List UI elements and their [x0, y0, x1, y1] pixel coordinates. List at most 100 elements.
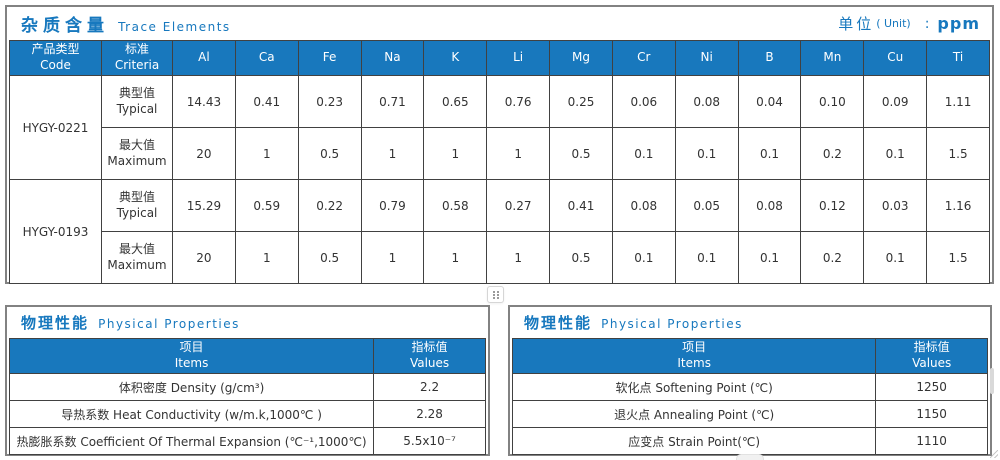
value-cell: 0.1	[863, 231, 928, 284]
value-cell: 0.2	[800, 127, 865, 180]
value-cell: 0.41	[234, 75, 299, 128]
right-edge-handle[interactable]	[990, 368, 994, 394]
table-row: 退火点 Annealing Point (℃) 1150	[511, 400, 988, 428]
value-cell: 0.09	[863, 75, 928, 128]
criteria-typical-en: Typical	[116, 205, 158, 220]
value-cell: 20	[172, 231, 236, 284]
column-header-items-zh: 项目	[179, 340, 204, 355]
value-cell: 0.65	[423, 75, 488, 128]
column-header-code-zh: 产品类型	[31, 42, 80, 57]
column-header-items: 项目 Items	[511, 338, 877, 374]
resize-grip-icon[interactable]	[990, 450, 998, 458]
value-cell: 0.76	[486, 75, 551, 128]
column-header-items-en: Items	[677, 356, 711, 370]
column-header-values-en: Values	[912, 356, 952, 370]
value-cell: 1.5	[926, 231, 990, 284]
table-row: 导热系数 Heat Conductivity (w/m.k,1000℃ ) 2.…	[8, 400, 486, 428]
table-row: 体积密度 Density (g/cm³) 2.2	[8, 373, 486, 401]
column-header-values: 指标值 Values	[373, 338, 486, 374]
criteria-maximum-en: Maximum	[107, 153, 167, 168]
physical-properties-table: 项目 Items 指标值 Values 软化点 Softening Point …	[511, 338, 988, 455]
section-title-zh: 物理性能	[524, 314, 593, 332]
value-cell: 1.11	[926, 75, 990, 128]
criteria-maximum-en: Maximum	[107, 257, 167, 272]
column-header-values-zh: 指标值	[913, 340, 950, 355]
criteria-typical-zh: 典型值	[118, 189, 155, 204]
value-cell: 1.16	[926, 179, 990, 232]
column-header-element: Ca	[234, 40, 299, 76]
unit-label: 单位 ( Unit) : ppm	[838, 13, 980, 34]
item-cell: 热膨胀系数 Coefficient Of Thermal Expansion (…	[8, 427, 375, 455]
value-cell: 2.2	[373, 373, 486, 401]
table-row: 应变点 Strain Point(℃) 1110	[511, 427, 988, 455]
value-cell: 0.03	[863, 179, 928, 232]
value-cell: 0.08	[611, 179, 676, 232]
unit-colon: :	[924, 15, 930, 32]
table-row: HYGY-0193 典型值 Typical 15.29 0.59 0.22 0.…	[9, 179, 990, 284]
column-header-items-en: Items	[174, 356, 209, 370]
value-cell: 0.27	[486, 179, 551, 232]
table-row: 软化点 Softening Point (℃) 1250	[511, 373, 988, 401]
column-header-element: Li	[486, 40, 551, 76]
value-cell: 1	[360, 231, 425, 284]
value-cell: 1150	[875, 400, 988, 428]
column-header-element: Mn	[800, 40, 865, 76]
value-cell: 0.1	[611, 231, 676, 284]
value-cell: 1	[423, 127, 488, 180]
value-cell: 1	[360, 127, 425, 180]
physical-properties-panel-right: 物理性能 Physical Properties 项目 Items 指标值 Va…	[508, 305, 992, 456]
column-header-values-en: Values	[409, 356, 450, 370]
trace-title-row: 杂质含量 Trace Elements 单位 ( Unit) : ppm	[7, 7, 992, 40]
column-header-element: Ni	[674, 40, 739, 76]
product-code-cell: HYGY-0221	[9, 75, 102, 180]
value-cell: 0.5	[297, 127, 362, 180]
table-header-row: 产品类型 Code 标准 Criteria Al Ca Fe Na K Li M…	[9, 40, 990, 76]
column-header-criteria: 标准 Criteria	[101, 40, 173, 76]
value-cell: 1.5	[926, 127, 990, 180]
section-title: 杂质含量 Trace Elements	[21, 11, 231, 36]
value-cell: 0.23	[297, 75, 362, 128]
column-header-items: 项目 Items	[8, 338, 375, 374]
value-cell: 2.28	[373, 400, 486, 428]
trace-elements-panel: 杂质含量 Trace Elements 单位 ( Unit) : ppm 产品类…	[5, 5, 994, 284]
value-cell: 0.12	[800, 179, 865, 232]
physical-properties-table: 项目 Items 指标值 Values 体积密度 Density (g/cm³)…	[8, 338, 486, 455]
value-cell: 0.79	[360, 179, 425, 232]
table-row: HYGY-0221 典型值 Typical 14.43 0.41 0.23 0.…	[9, 75, 990, 180]
value-cell: 0.22	[297, 179, 362, 232]
value-cell: 20	[172, 127, 236, 180]
value-cell: 0.1	[611, 127, 676, 180]
unit-zh: 单位	[838, 15, 875, 33]
physical-title-row: 物理性能 Physical Properties	[7, 307, 488, 338]
column-header-criteria-en: Criteria	[114, 58, 160, 72]
value-cell: 0.25	[549, 75, 613, 128]
table-row: 热膨胀系数 Coefficient Of Thermal Expansion (…	[8, 427, 486, 455]
value-cell: 0.1	[737, 231, 802, 284]
item-cell: 体积密度 Density (g/cm³)	[8, 373, 375, 401]
value-cell: 0.1	[737, 127, 802, 180]
value-cell: 0.08	[737, 179, 802, 232]
drag-handle-icon	[492, 290, 499, 299]
physical-properties-panel-left: 物理性能 Physical Properties 项目 Items 指标值 Va…	[5, 305, 490, 456]
column-header-values-zh: 指标值	[411, 340, 448, 355]
criteria-typical-zh: 典型值	[118, 85, 155, 100]
column-header-element: B	[737, 40, 802, 76]
bottom-drag-handle[interactable]	[736, 454, 764, 460]
value-cell: 0.5	[549, 231, 613, 284]
value-cell: 0.58	[423, 179, 488, 232]
item-cell: 应变点 Strain Point(℃)	[511, 427, 877, 455]
value-cell: 0.04	[737, 75, 802, 128]
column-header-element: K	[423, 40, 488, 76]
value-cell: 0.2	[800, 231, 865, 284]
section-drag-handle[interactable]	[487, 286, 504, 303]
value-cell: 0.5	[297, 231, 362, 284]
criteria-cell: 典型值 Typical	[101, 75, 173, 128]
column-header-element: Mg	[549, 40, 613, 76]
value-cell: 1	[486, 231, 551, 284]
criteria-cell: 最大值 Maximum	[101, 127, 173, 180]
physical-title-row: 物理性能 Physical Properties	[510, 307, 990, 338]
section-title-zh: 杂质含量	[21, 16, 109, 36]
section-title-en: Physical Properties	[601, 317, 743, 331]
value-cell: 1	[486, 127, 551, 180]
column-header-element: Cr	[611, 40, 676, 76]
